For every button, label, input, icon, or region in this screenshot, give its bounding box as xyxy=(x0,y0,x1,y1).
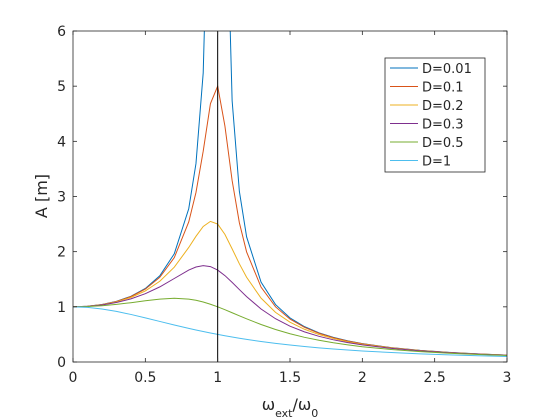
legend: D=0.01 D=0.1 D=0.2 D=0.3 D=0.5 D=1 xyxy=(384,57,486,173)
y-tick-label: 6 xyxy=(57,24,66,40)
x-tick-label: 1 xyxy=(213,370,222,386)
y-tick-label: 0 xyxy=(57,355,66,371)
legend-box xyxy=(384,57,486,173)
x-label-part: ω xyxy=(262,395,275,414)
y-axis-label: A [m] xyxy=(32,174,51,218)
x-axis-label: ωext/ω0 xyxy=(262,395,319,420)
x-label-part: /ω xyxy=(293,395,312,414)
legend-label: D=0.2 xyxy=(422,99,464,114)
x-label-subscript: ext xyxy=(275,407,293,420)
legend-label: D=0.1 xyxy=(422,81,464,96)
x-label-subscript: 0 xyxy=(311,407,318,420)
plot-area xyxy=(73,31,507,362)
series-line xyxy=(73,306,507,357)
x-tick-label: 2 xyxy=(358,370,367,386)
x-tick-label: 2.5 xyxy=(424,370,446,386)
x-tick-label: 0 xyxy=(69,370,78,386)
x-tick-label: 3 xyxy=(503,370,512,386)
series-line xyxy=(73,297,507,357)
legend-label: D=1 xyxy=(422,155,451,170)
x-tick-label: 1.5 xyxy=(279,370,301,386)
y-tick-label: 5 xyxy=(57,79,66,95)
y-tick-label: 4 xyxy=(57,134,66,150)
legend-label: D=0.3 xyxy=(422,118,464,133)
y-tick-label: 2 xyxy=(57,245,66,261)
y-tick-label: 3 xyxy=(57,190,66,206)
series-line xyxy=(73,265,507,356)
y-tick-label: 1 xyxy=(57,300,66,316)
legend-label: D=0.01 xyxy=(422,62,472,77)
x-tick-label: 0.5 xyxy=(134,370,156,386)
legend-label: D=0.5 xyxy=(422,136,464,151)
series-line xyxy=(73,220,507,356)
